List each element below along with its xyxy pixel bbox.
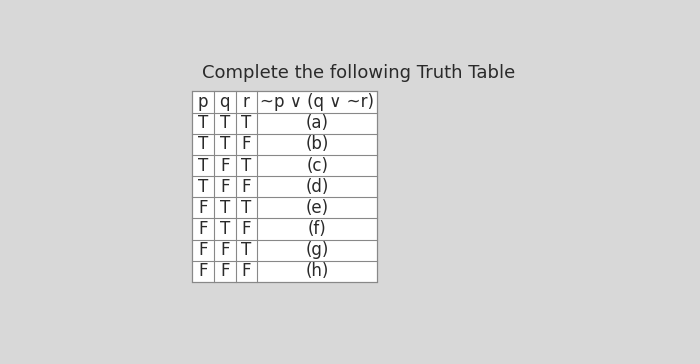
Text: F: F [220,241,230,259]
Text: r: r [243,93,250,111]
Text: (b): (b) [306,135,329,153]
Text: T: T [220,135,230,153]
Text: ~p ∨ (q ∨ ~r): ~p ∨ (q ∨ ~r) [260,93,374,111]
Text: T: T [241,199,251,217]
Text: p: p [197,93,208,111]
Text: (f): (f) [308,220,327,238]
Text: q: q [219,93,230,111]
Text: F: F [198,262,208,280]
Text: T: T [198,178,208,196]
Text: T: T [220,114,230,132]
Text: (d): (d) [306,178,329,196]
Text: F: F [198,241,208,259]
Text: T: T [241,241,251,259]
Text: T: T [220,199,230,217]
Text: (g): (g) [306,241,329,259]
Text: T: T [198,157,208,174]
Text: T: T [241,114,251,132]
Text: F: F [198,220,208,238]
Text: (e): (e) [306,199,329,217]
Text: T: T [241,157,251,174]
Text: (a): (a) [306,114,329,132]
Text: (h): (h) [306,262,329,280]
Text: F: F [220,262,230,280]
Bar [192,91,377,282]
Text: T: T [198,114,208,132]
Text: F: F [220,178,230,196]
Text: Complete the following Truth Table: Complete the following Truth Table [202,64,515,82]
Text: (c): (c) [307,157,328,174]
Text: F: F [241,262,251,280]
Text: F: F [220,157,230,174]
Text: F: F [241,135,251,153]
Text: F: F [241,220,251,238]
Text: T: T [220,220,230,238]
Text: F: F [198,199,208,217]
Text: F: F [241,178,251,196]
Text: T: T [198,135,208,153]
